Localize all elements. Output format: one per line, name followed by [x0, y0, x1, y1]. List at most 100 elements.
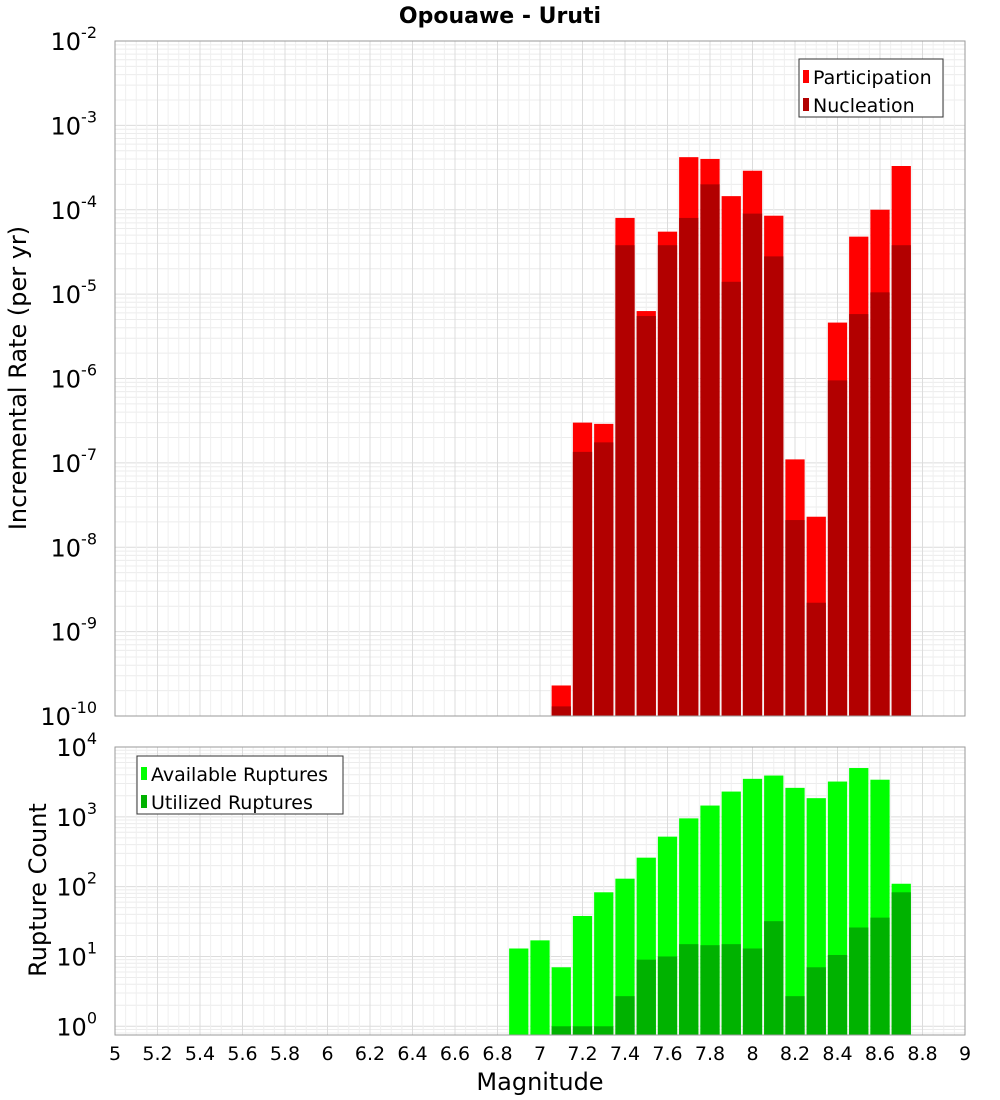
- x-tick-label: 5.4: [185, 1043, 215, 1065]
- x-tick-label: 6.2: [355, 1043, 385, 1065]
- x-tick-label: 5.8: [270, 1043, 300, 1065]
- bar-nucleation: [594, 442, 614, 716]
- bar-nucleation: [679, 217, 699, 716]
- bar-nucleation: [849, 314, 869, 716]
- bottom-ylabel: Rupture Count: [24, 803, 52, 977]
- y-tick-base: 10: [56, 804, 87, 832]
- y-tick-exp: 1: [87, 938, 97, 957]
- bar-nucleation: [764, 256, 784, 716]
- y-tick-base: 10: [51, 28, 82, 56]
- bar-nucleation: [742, 213, 763, 717]
- y-tick-exp: -10: [71, 698, 97, 717]
- y-tick-base: 10: [56, 1013, 87, 1041]
- legend-swatch: [803, 70, 809, 83]
- y-tick-exp: -3: [81, 107, 97, 126]
- bar-available-ruptures: [594, 892, 614, 1035]
- y-tick-exp: 2: [87, 869, 97, 888]
- legend-box: [136, 755, 344, 815]
- legend-label: Available Ruptures: [151, 764, 328, 786]
- y-tick-label: 10-8: [51, 529, 98, 562]
- x-tick-label: 6: [321, 1043, 333, 1065]
- y-tick-exp: -2: [81, 23, 97, 42]
- chart-title: Opouawe - Uruti: [399, 4, 601, 29]
- y-tick-label: 10-4: [51, 192, 98, 225]
- y-tick-label: 104: [56, 729, 97, 762]
- y-tick-base: 10: [56, 874, 87, 902]
- bar-nucleation: [891, 245, 911, 717]
- bar-utilized-ruptures: [551, 1026, 571, 1035]
- bar-nucleation: [551, 706, 571, 716]
- x-tick-label: 6.4: [397, 1043, 427, 1065]
- bars: [509, 768, 911, 1035]
- y-tick-label: 101: [56, 938, 97, 971]
- bar-utilized-ruptures: [636, 959, 656, 1035]
- x-tick-label: 5.2: [142, 1043, 172, 1065]
- y-tick-label: 10-5: [51, 276, 98, 309]
- y-tick-base: 10: [51, 619, 82, 647]
- legend: Participation Nucleation: [798, 58, 944, 118]
- x-tick-label: 8: [746, 1043, 758, 1065]
- bar-nucleation: [657, 245, 678, 717]
- legend-label: Participation: [813, 67, 932, 89]
- legend-box: [798, 58, 944, 118]
- x-tick-label: 8.8: [907, 1043, 937, 1065]
- x-tick-label: 7: [534, 1043, 546, 1065]
- bar-utilized-ruptures: [849, 927, 869, 1035]
- bar-nucleation: [572, 451, 593, 716]
- bar-nucleation: [870, 292, 890, 716]
- x-tick-label: 7.2: [567, 1043, 597, 1065]
- bar-utilized-ruptures: [700, 945, 720, 1035]
- bar-utilized-ruptures: [870, 917, 890, 1035]
- bar-utilized-ruptures: [657, 956, 678, 1035]
- y-tick-base: 10: [51, 450, 82, 478]
- x-tick-label: 7.6: [652, 1043, 682, 1065]
- bar-utilized-ruptures: [764, 921, 784, 1035]
- bar-nucleation: [721, 281, 741, 716]
- bar-available-ruptures: [551, 967, 571, 1035]
- bar-utilized-ruptures: [827, 954, 848, 1035]
- y-tick-base: 10: [51, 281, 82, 309]
- bar-nucleation: [615, 245, 635, 717]
- bar-utilized-ruptures: [615, 996, 635, 1035]
- y-tick-base: 10: [51, 534, 82, 562]
- top-ylabel: Incremental Rate (per yr): [4, 226, 32, 530]
- legend: Available Ruptures Utilized Ruptures: [136, 755, 344, 815]
- x-axis-label: Magnitude: [476, 1068, 603, 1096]
- y-tick-base: 10: [40, 703, 71, 731]
- bar-available-ruptures: [615, 878, 635, 1035]
- bar-utilized-ruptures: [594, 1026, 614, 1035]
- x-tick-label: 5: [109, 1043, 121, 1065]
- legend-swatch: [803, 98, 809, 111]
- x-tick-label: 8.6: [865, 1043, 895, 1065]
- top-panel: 10-1010-910-810-710-610-510-410-310-2Par…: [40, 23, 966, 731]
- y-tick-base: 10: [51, 197, 82, 225]
- plot-frame: [114, 746, 966, 1036]
- y-tick-base: 10: [56, 943, 87, 971]
- y-tick-exp: -8: [81, 529, 97, 548]
- x-tick-label: 7.4: [610, 1043, 640, 1065]
- y-tick-base: 10: [51, 112, 82, 140]
- bar-utilized-ruptures: [721, 944, 741, 1035]
- y-tick-exp: 0: [87, 1008, 97, 1027]
- bar-available-ruptures: [572, 915, 593, 1035]
- y-tick-exp: -9: [81, 614, 97, 633]
- y-tick-exp: 4: [87, 729, 97, 748]
- y-tick-label: 10-2: [51, 23, 98, 56]
- x-tick-label: 6.8: [482, 1043, 512, 1065]
- bar-nucleation: [700, 184, 720, 717]
- x-tick-label: 5.6: [227, 1043, 257, 1065]
- y-tick-base: 10: [56, 734, 87, 762]
- y-tick-exp: -7: [81, 445, 97, 464]
- bar-utilized-ruptures: [679, 944, 699, 1035]
- y-tick-label: 102: [56, 869, 97, 902]
- y-tick-exp: -4: [81, 192, 97, 211]
- y-tick-exp: -6: [81, 361, 97, 380]
- y-tick-label: 103: [56, 799, 97, 832]
- y-tick-label: 10-3: [51, 107, 98, 140]
- bar-utilized-ruptures: [806, 967, 826, 1035]
- bar-utilized-ruptures: [572, 1026, 593, 1035]
